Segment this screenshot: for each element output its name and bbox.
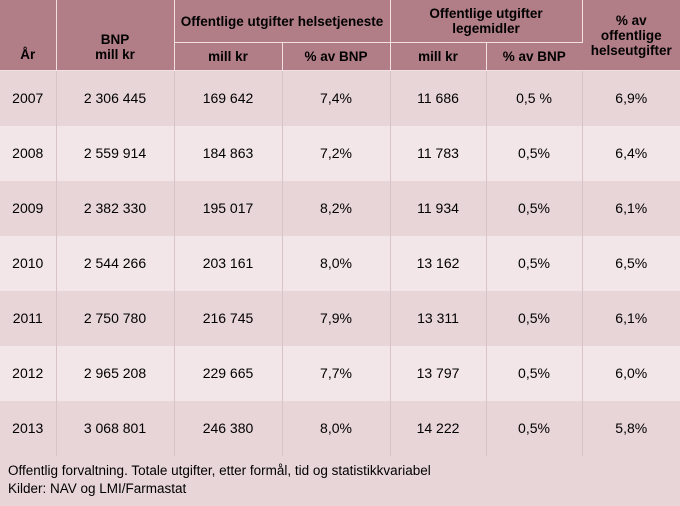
cell-meds_mill: 14 222 bbox=[390, 401, 486, 456]
cell-share_pct: 6,4% bbox=[582, 126, 680, 181]
col-header-bnp-label: BNP mill kr bbox=[95, 32, 135, 62]
cell-health_pct: 8,0% bbox=[282, 401, 390, 456]
table-footer: Offentlig forvaltning. Totale utgifter, … bbox=[0, 456, 680, 506]
table-row: 20072 306 445169 6427,4%11 6860,5 %6,9% bbox=[0, 71, 680, 126]
col-group-health: Offentlige utgifter helsetjeneste bbox=[174, 0, 390, 43]
cell-health_pct: 8,2% bbox=[282, 181, 390, 236]
cell-bnp_mill: 3 068 801 bbox=[56, 401, 174, 456]
cell-health_mill: 246 380 bbox=[174, 401, 282, 456]
col-group-meds: Offentlige utgifter legemidler bbox=[390, 0, 582, 43]
footer-line-1: Offentlig forvaltning. Totale utgifter, … bbox=[8, 462, 672, 480]
cell-bnp_mill: 2 750 780 bbox=[56, 291, 174, 346]
footer-line-2: Kilder: NAV og LMI/Farmastat bbox=[8, 480, 672, 498]
cell-meds_pct: 0,5% bbox=[486, 126, 582, 181]
cell-year: 2007 bbox=[0, 71, 56, 126]
col-header-meds-mill-label: mill kr bbox=[418, 49, 458, 64]
cell-health_mill: 184 863 bbox=[174, 126, 282, 181]
cell-year: 2010 bbox=[0, 236, 56, 291]
cell-year: 2013 bbox=[0, 401, 56, 456]
col-header-year-label: År bbox=[20, 47, 35, 62]
col-header-meds-mill: mill kr bbox=[390, 43, 486, 71]
cell-year: 2012 bbox=[0, 346, 56, 401]
col-header-meds-pct-label: % av BNP bbox=[503, 49, 566, 64]
cell-year: 2009 bbox=[0, 181, 56, 236]
cell-bnp_mill: 2 544 266 bbox=[56, 236, 174, 291]
cell-health_mill: 216 745 bbox=[174, 291, 282, 346]
cell-meds_mill: 11 783 bbox=[390, 126, 486, 181]
cell-share_pct: 6,9% bbox=[582, 71, 680, 126]
data-table: År BNP mill kr Offentlige utgifter helse… bbox=[0, 0, 680, 456]
cell-meds_pct: 0,5% bbox=[486, 291, 582, 346]
col-header-share: % av offentlige helseutgifter bbox=[582, 0, 680, 71]
cell-meds_mill: 13 162 bbox=[390, 236, 486, 291]
cell-share_pct: 6,0% bbox=[582, 346, 680, 401]
cell-health_pct: 8,0% bbox=[282, 236, 390, 291]
cell-share_pct: 6,5% bbox=[582, 236, 680, 291]
col-group-meds-label: Offentlige utgifter legemidler bbox=[429, 6, 542, 36]
cell-share_pct: 6,1% bbox=[582, 291, 680, 346]
cell-health_pct: 7,2% bbox=[282, 126, 390, 181]
cell-meds_mill: 13 797 bbox=[390, 346, 486, 401]
cell-bnp_mill: 2 965 208 bbox=[56, 346, 174, 401]
cell-year: 2011 bbox=[0, 291, 56, 346]
cell-meds_mill: 13 311 bbox=[390, 291, 486, 346]
table-row: 20122 965 208229 6657,7%13 7970,5%6,0% bbox=[0, 346, 680, 401]
table-body: 20072 306 445169 6427,4%11 6860,5 %6,9%2… bbox=[0, 71, 680, 456]
table-row: 20082 559 914184 8637,2%11 7830,5%6,4% bbox=[0, 126, 680, 181]
cell-bnp_mill: 2 306 445 bbox=[56, 71, 174, 126]
cell-bnp_mill: 2 559 914 bbox=[56, 126, 174, 181]
col-header-health-mill: mill kr bbox=[174, 43, 282, 71]
col-group-health-label: Offentlige utgifter helsetjeneste bbox=[181, 14, 384, 29]
cell-year: 2008 bbox=[0, 126, 56, 181]
cell-meds_pct: 0,5% bbox=[486, 236, 582, 291]
cell-health_pct: 7,9% bbox=[282, 291, 390, 346]
col-header-health-mill-label: mill kr bbox=[208, 49, 248, 64]
col-header-health-pct: % av BNP bbox=[282, 43, 390, 71]
cell-health_mill: 229 665 bbox=[174, 346, 282, 401]
cell-health_pct: 7,4% bbox=[282, 71, 390, 126]
col-header-share-label: % av offentlige helseutgifter bbox=[591, 13, 672, 58]
cell-meds_pct: 0,5% bbox=[486, 346, 582, 401]
cell-meds_mill: 11 686 bbox=[390, 71, 486, 126]
col-header-bnp: BNP mill kr bbox=[56, 0, 174, 71]
table-row: 20092 382 330195 0178,2%11 9340,5%6,1% bbox=[0, 181, 680, 236]
col-header-health-pct-label: % av BNP bbox=[304, 49, 367, 64]
cell-bnp_mill: 2 382 330 bbox=[56, 181, 174, 236]
table-header: År BNP mill kr Offentlige utgifter helse… bbox=[0, 0, 680, 71]
cell-health_mill: 203 161 bbox=[174, 236, 282, 291]
col-header-meds-pct: % av BNP bbox=[486, 43, 582, 71]
table-row: 20112 750 780216 7457,9%13 3110,5%6,1% bbox=[0, 291, 680, 346]
table-row: 20133 068 801246 3808,0%14 2220,5%5,8% bbox=[0, 401, 680, 456]
cell-meds_mill: 11 934 bbox=[390, 181, 486, 236]
cell-share_pct: 6,1% bbox=[582, 181, 680, 236]
cell-meds_pct: 0,5% bbox=[486, 181, 582, 236]
cell-health_mill: 169 642 bbox=[174, 71, 282, 126]
cell-meds_pct: 0,5 % bbox=[486, 71, 582, 126]
cell-share_pct: 5,8% bbox=[582, 401, 680, 456]
col-header-year: År bbox=[0, 0, 56, 71]
table-row: 20102 544 266203 1618,0%13 1620,5%6,5% bbox=[0, 236, 680, 291]
cell-health_mill: 195 017 bbox=[174, 181, 282, 236]
table-container: År BNP mill kr Offentlige utgifter helse… bbox=[0, 0, 680, 506]
cell-health_pct: 7,7% bbox=[282, 346, 390, 401]
cell-meds_pct: 0,5% bbox=[486, 401, 582, 456]
